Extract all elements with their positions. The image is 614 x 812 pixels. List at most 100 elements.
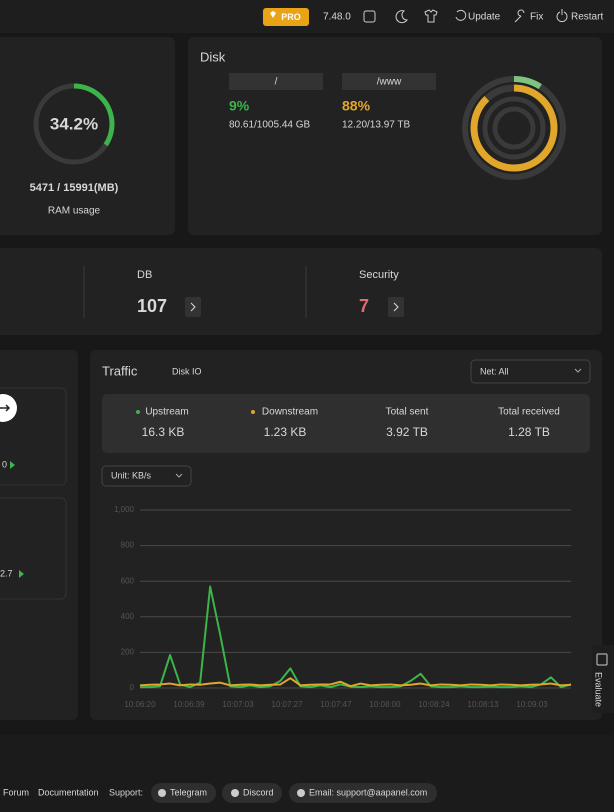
- telegram-text: Telegram: [170, 787, 207, 797]
- stat-label: DB: [137, 269, 152, 281]
- ring-arc: [33, 83, 115, 165]
- footer-label: Support:: [109, 787, 143, 797]
- ring-arc: [470, 84, 558, 172]
- disk-size: 80.61/1005.44 GB: [229, 120, 311, 131]
- chevron: [190, 302, 196, 312]
- traffic-chart: 0 200 400 600 800 1,000 10:06:20 10:06:39 10:07:…: [114, 505, 572, 709]
- traffic-title: Traffic: [102, 363, 138, 378]
- play-icon: [10, 461, 15, 469]
- left-value: 2.7: [0, 568, 13, 578]
- traffic-tab[interactable]: Disk IO: [172, 366, 202, 376]
- disk-percent: 88%: [342, 98, 371, 114]
- pro-icon: [270, 11, 276, 18]
- x-tick-label: 10:08:00: [369, 700, 401, 709]
- summary-value: 1.23 KB: [264, 425, 307, 439]
- footer-link[interactable]: Forum: [3, 787, 29, 797]
- version: 7.48.0: [323, 12, 351, 23]
- ring-arc: [462, 76, 566, 180]
- disk-path-box: [342, 73, 436, 90]
- x-tick-label: 10:06:20: [124, 700, 156, 709]
- x-tick-label: 10:07:03: [222, 700, 254, 709]
- chevron: [175, 473, 183, 478]
- x-tick-label: 10:08:13: [467, 700, 499, 709]
- stat-button[interactable]: [185, 297, 201, 317]
- restart[interactable]: Restart: [571, 12, 603, 23]
- stat-value: 107: [137, 296, 167, 316]
- x-tick-label: 10:06:39: [173, 700, 205, 709]
- ring-inner: [482, 96, 546, 160]
- y-tick-label: 800: [121, 541, 135, 550]
- arrow-icon: [0, 404, 11, 412]
- summary-label: Total received: [498, 407, 560, 418]
- disk-title: Disk: [200, 49, 226, 64]
- disk-size: 12.20/13.97 TB: [342, 120, 411, 131]
- fix-icon[interactable]: [514, 9, 525, 23]
- summary-value: 16.3 KB: [142, 425, 185, 439]
- ring-inner: [492, 106, 536, 150]
- theme-icon[interactable]: [395, 10, 408, 24]
- telegram-icon: [158, 789, 166, 797]
- stat-button[interactable]: [388, 297, 404, 317]
- y-tick-label: 0: [130, 683, 135, 692]
- lang-icon[interactable]: [363, 10, 376, 23]
- update-icon[interactable]: [455, 9, 467, 21]
- ram-ring: [33, 83, 115, 165]
- chevron: [393, 302, 399, 312]
- traffic-summary: [102, 394, 590, 453]
- series-line: [140, 585, 572, 689]
- unit-select[interactable]: [101, 465, 192, 487]
- x-tick-label: 10:07:27: [271, 700, 303, 709]
- ram-card: [0, 37, 175, 235]
- email-icon: [297, 789, 305, 797]
- summary-label: Total sent: [386, 407, 429, 418]
- update[interactable]: Update: [468, 12, 501, 23]
- footer-link[interactable]: Documentation: [38, 787, 99, 797]
- disk-path-box: [229, 73, 323, 90]
- summary-label: Upstream: [145, 407, 188, 418]
- y-tick-label: 600: [121, 576, 135, 585]
- disk-path: /www: [377, 77, 402, 88]
- x-tick-label: 10:09:03: [516, 700, 548, 709]
- telegram-button[interactable]: [151, 783, 216, 803]
- summary-value: 1.28 TB: [508, 425, 550, 439]
- left-card: [0, 350, 78, 720]
- stat-value: 7: [359, 296, 369, 316]
- discord-button[interactable]: [222, 783, 282, 803]
- fix[interactable]: Fix: [530, 12, 543, 23]
- net-select[interactable]: [470, 359, 591, 384]
- ram-usage: 5471 / 15991(MB): [30, 182, 119, 194]
- unit-select-text: Unit: KB/s: [111, 470, 152, 480]
- skin-icon[interactable]: [424, 9, 438, 23]
- restart-icon[interactable]: [556, 9, 568, 22]
- disk-rings: [462, 76, 566, 180]
- pro-text: PRO: [281, 12, 301, 22]
- legend-dot: [251, 410, 255, 414]
- x-tick-label: 10:08:24: [418, 700, 450, 709]
- ram-percent: 34.2%: [50, 114, 98, 133]
- email-button[interactable]: [289, 783, 437, 803]
- left-box: [0, 387, 67, 486]
- net-select-text: Net: All: [480, 366, 509, 376]
- y-tick-label: 200: [121, 648, 135, 657]
- y-tick-label: 400: [121, 612, 135, 621]
- summary-value: 3.92 TB: [386, 425, 428, 439]
- left-value: 0: [2, 459, 7, 469]
- play-icon: [19, 570, 24, 578]
- discord-text: Discord: [243, 787, 274, 797]
- evaluate-icon: [596, 653, 608, 666]
- email-text: Email: support@aapanel.com: [309, 787, 427, 797]
- legend-dot: [136, 410, 140, 414]
- chevron: [574, 368, 582, 373]
- stat-label: Security: [359, 269, 399, 281]
- ram-caption: RAM usage: [48, 206, 101, 217]
- x-tick-label: 10:07:47: [320, 700, 352, 709]
- disk-percent: 9%: [229, 98, 250, 114]
- series-line: [139, 677, 572, 688]
- left-box: [0, 497, 67, 600]
- y-tick-label: 1,000: [114, 505, 135, 514]
- disk-path: /: [275, 77, 278, 88]
- stats-card: [0, 248, 602, 335]
- evaluate-text: Evaluate: [594, 672, 604, 707]
